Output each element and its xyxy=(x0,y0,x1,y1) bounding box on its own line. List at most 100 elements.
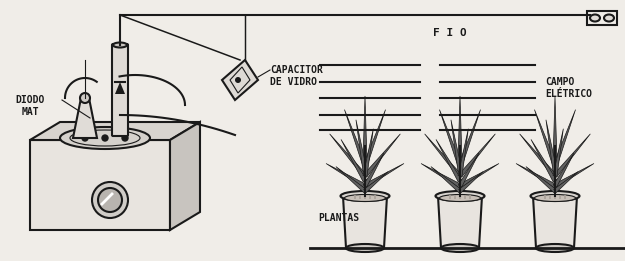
Text: CAMPO
ELÉTRICO: CAMPO ELÉTRICO xyxy=(545,77,592,99)
Polygon shape xyxy=(553,129,563,176)
Circle shape xyxy=(459,197,461,199)
Polygon shape xyxy=(458,153,479,187)
Polygon shape xyxy=(459,163,499,188)
Polygon shape xyxy=(534,110,557,167)
Polygon shape xyxy=(458,96,462,161)
Polygon shape xyxy=(553,153,574,187)
Circle shape xyxy=(102,135,108,141)
Circle shape xyxy=(98,188,122,212)
Polygon shape xyxy=(341,139,367,182)
Circle shape xyxy=(564,195,566,197)
Ellipse shape xyxy=(113,43,127,48)
Ellipse shape xyxy=(60,127,150,149)
Ellipse shape xyxy=(439,194,481,201)
Polygon shape xyxy=(363,110,386,167)
Polygon shape xyxy=(458,110,481,167)
Circle shape xyxy=(359,197,361,199)
Circle shape xyxy=(364,195,366,197)
Polygon shape xyxy=(421,163,461,188)
Circle shape xyxy=(469,195,471,197)
Polygon shape xyxy=(30,122,200,140)
Circle shape xyxy=(564,197,566,199)
Circle shape xyxy=(554,197,556,199)
Polygon shape xyxy=(431,167,461,193)
Ellipse shape xyxy=(531,191,579,201)
Polygon shape xyxy=(356,120,367,171)
Polygon shape xyxy=(439,110,462,167)
Polygon shape xyxy=(553,96,557,161)
Polygon shape xyxy=(363,153,384,187)
Circle shape xyxy=(80,93,90,103)
Circle shape xyxy=(122,135,128,141)
Polygon shape xyxy=(531,139,557,182)
Polygon shape xyxy=(170,122,200,230)
FancyBboxPatch shape xyxy=(112,44,128,136)
Text: DIODO
MAT: DIODO MAT xyxy=(15,95,45,117)
Polygon shape xyxy=(553,110,576,167)
Polygon shape xyxy=(424,134,461,177)
Ellipse shape xyxy=(590,15,600,21)
Polygon shape xyxy=(363,96,367,161)
Circle shape xyxy=(449,197,451,199)
Polygon shape xyxy=(516,163,556,188)
Polygon shape xyxy=(451,120,462,171)
Circle shape xyxy=(544,197,546,199)
Polygon shape xyxy=(533,196,577,248)
Text: CAPACITOR
DE VIDRO: CAPACITOR DE VIDRO xyxy=(270,65,323,87)
Circle shape xyxy=(559,195,561,197)
Circle shape xyxy=(369,195,371,197)
Polygon shape xyxy=(458,129,468,176)
Circle shape xyxy=(469,197,471,199)
Circle shape xyxy=(235,77,241,83)
Circle shape xyxy=(82,135,88,141)
Circle shape xyxy=(449,195,451,197)
Circle shape xyxy=(544,195,546,197)
Circle shape xyxy=(374,195,376,197)
Polygon shape xyxy=(222,60,258,100)
Polygon shape xyxy=(30,140,170,230)
Circle shape xyxy=(359,195,361,197)
Circle shape xyxy=(559,197,561,199)
Polygon shape xyxy=(554,134,591,177)
Polygon shape xyxy=(546,120,557,171)
Circle shape xyxy=(554,195,556,197)
Polygon shape xyxy=(364,134,401,177)
Circle shape xyxy=(354,195,356,197)
Polygon shape xyxy=(326,163,366,188)
Polygon shape xyxy=(73,98,97,138)
Polygon shape xyxy=(554,163,594,188)
Circle shape xyxy=(464,197,466,199)
Circle shape xyxy=(464,195,466,197)
Circle shape xyxy=(454,197,456,199)
Polygon shape xyxy=(343,196,387,248)
Polygon shape xyxy=(364,163,404,188)
Circle shape xyxy=(374,197,376,199)
Ellipse shape xyxy=(344,194,386,201)
Polygon shape xyxy=(115,82,125,94)
Polygon shape xyxy=(554,172,578,193)
Circle shape xyxy=(549,197,551,199)
Circle shape xyxy=(454,195,456,197)
Polygon shape xyxy=(329,134,366,177)
Circle shape xyxy=(459,195,461,197)
Text: F I O: F I O xyxy=(433,28,467,38)
Polygon shape xyxy=(459,134,496,177)
Circle shape xyxy=(354,197,356,199)
Ellipse shape xyxy=(346,244,384,252)
Ellipse shape xyxy=(604,15,614,21)
Ellipse shape xyxy=(536,244,574,252)
Polygon shape xyxy=(344,110,367,167)
Polygon shape xyxy=(436,139,462,182)
Polygon shape xyxy=(459,172,483,193)
Polygon shape xyxy=(519,134,556,177)
Circle shape xyxy=(369,197,371,199)
Circle shape xyxy=(364,197,366,199)
Ellipse shape xyxy=(534,194,576,201)
Text: PLANTAS: PLANTAS xyxy=(318,213,359,223)
Circle shape xyxy=(92,182,128,218)
Polygon shape xyxy=(363,129,373,176)
Ellipse shape xyxy=(436,191,484,201)
Circle shape xyxy=(549,195,551,197)
Ellipse shape xyxy=(341,191,389,201)
Polygon shape xyxy=(438,196,482,248)
